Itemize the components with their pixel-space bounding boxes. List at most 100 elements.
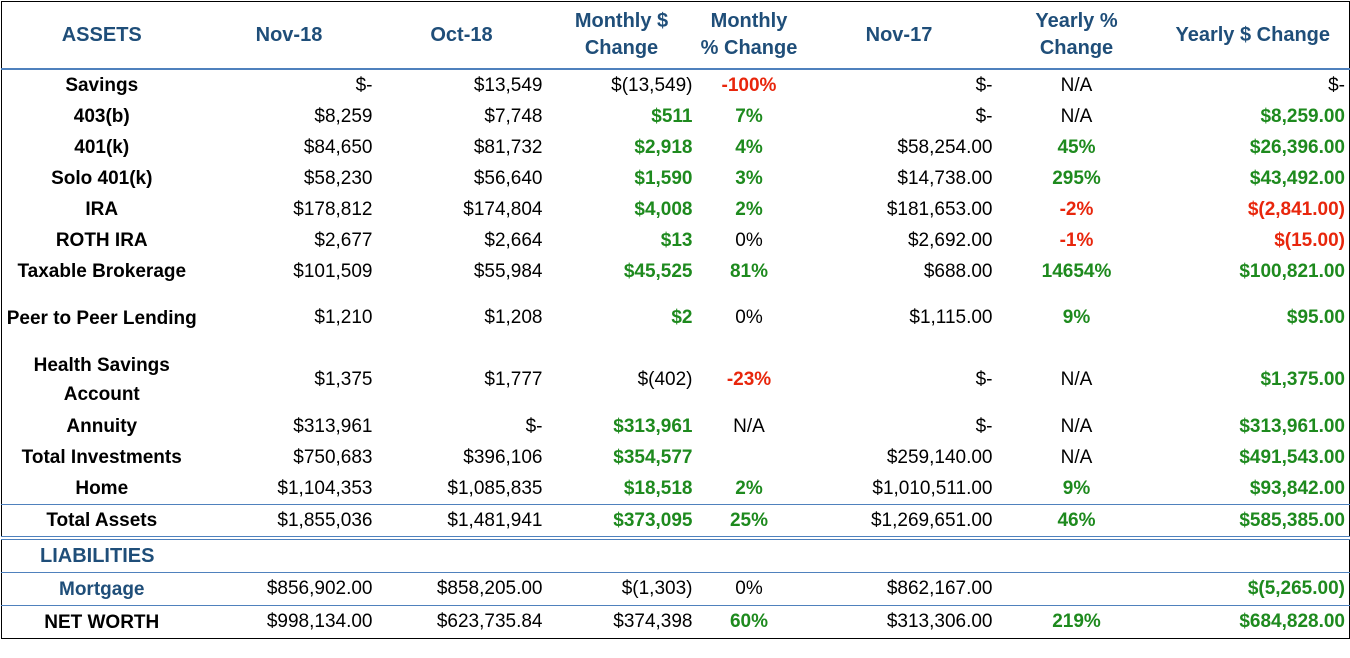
column-header: Oct-18 (376, 1, 547, 70)
table-row: IRA $178,812 $174,804 $4,008 2% $181,653.00 -2… (2, 194, 1350, 225)
cell-value: $81,732 (473, 136, 543, 158)
row-label: NET WORTH (1, 605, 202, 639)
cell-value: $101,509 (293, 260, 373, 282)
cell-value: $396,106 (463, 446, 543, 468)
cell-value: $354,577 (613, 446, 693, 468)
table-body: ASSETS Nov-18 Oct-18 Monthly $ Change Monthl… (1, 1, 1350, 639)
cell-value: $- (975, 369, 993, 390)
cell-value: 9% (1062, 477, 1091, 499)
cell-value: $373,095 (546, 504, 697, 540)
cell-value: $55,984 (473, 260, 543, 282)
cell-value: $174,804 (463, 198, 543, 220)
cell-value: $93,842.00 (1249, 477, 1345, 499)
cell-value: $1,855,036 (201, 504, 377, 540)
row-label: Savings (65, 75, 139, 96)
row-label: Health Savings Account (33, 355, 170, 405)
table-row: Savings $- $13,549 $(13,549) -100% $- N/A $- (2, 69, 1350, 101)
row-label: 403(b) (73, 106, 130, 127)
cell-value: N/A (1060, 415, 1093, 437)
table-row: Total Investments $750,683 $396,106 $354,57… (2, 442, 1350, 473)
cell-value: $(402) (637, 369, 693, 390)
row-label: Home (75, 478, 129, 499)
cell-value: $1,208 (484, 307, 543, 328)
cell-value: $(15.00) (1274, 229, 1345, 251)
column-header: Monthly $ Change (546, 1, 697, 70)
cell-value: $1,375 (314, 369, 373, 390)
cell-value: 3% (735, 167, 763, 189)
cell-value: $2,677 (314, 229, 373, 251)
cell-value: $688.00 (923, 260, 993, 282)
table-row: Health Savings Account $1,375 $1,777 $(402)… (2, 349, 1350, 411)
column-header: Nov-18 (201, 1, 377, 70)
row-label: Total Assets (1, 504, 202, 540)
finance-table: ASSETS Nov-18 Oct-18 Monthly $ Change Monthl… (1, 1, 1350, 639)
cell-value: 9% (1062, 307, 1091, 328)
cell-value: $1,010,511.00 (872, 477, 993, 499)
cell-value: $84,650 (303, 136, 373, 158)
cell-value: $856,902.00 (201, 572, 377, 606)
cell-value: 0% (735, 307, 763, 328)
cell-value: $8,259 (314, 105, 373, 127)
cell-value: $1,375.00 (1260, 369, 1345, 390)
cell-value: $511 (651, 105, 693, 127)
cell-value: $623,735.84 (376, 605, 547, 639)
cell-value: $1,269,651.00 (801, 504, 997, 540)
cell-value: 4% (735, 136, 763, 158)
cell-value: $56,640 (473, 167, 543, 189)
cell-value: $2,918 (634, 136, 693, 158)
cell-value: $43,492.00 (1249, 167, 1345, 189)
cell-value: $259,140.00 (886, 446, 993, 468)
cell-value: 60% (696, 605, 802, 639)
table-row: 401(k) $84,650 $81,732 $2,918 4% $58,254.00 45… (2, 132, 1350, 163)
cell-value: $13,549 (473, 74, 543, 96)
cell-value: $374,398 (546, 605, 697, 639)
cell-value: $2,664 (484, 229, 543, 251)
cell-value: $1,210 (314, 307, 373, 328)
cell-value: 2% (735, 477, 763, 499)
row-label: Annuity (66, 416, 138, 437)
cell-value: $(13,549) (611, 74, 693, 96)
cell-value: 295% (1052, 167, 1101, 189)
cell-value: $858,205.00 (376, 572, 547, 606)
cell-value: $- (355, 74, 373, 96)
column-header: Yearly $ Change (1156, 1, 1350, 70)
cell-value: $14,738.00 (897, 167, 993, 189)
cell-value: $750,683 (293, 446, 373, 468)
cell-value: $- (975, 415, 993, 437)
cell-value: $2 (671, 307, 693, 328)
cell-value: -1% (1059, 229, 1094, 251)
cell-value: $(5,265.00) (1156, 572, 1350, 606)
cell-value: $313,961 (293, 415, 373, 437)
cell-value: 0% (696, 572, 802, 606)
cell-value: $181,653.00 (886, 198, 993, 220)
cell-value: $1,115.00 (909, 307, 993, 328)
column-header: Nov-17 (801, 1, 997, 70)
cell-value: $1,085,835 (447, 477, 543, 499)
cell-value: -100% (721, 74, 777, 96)
cell-value: N/A (1060, 74, 1093, 96)
cell-value: $313,961 (613, 415, 693, 437)
table-row: Home $1,104,353 $1,085,835 $18,518 2% $1,010,… (2, 473, 1350, 505)
cell-value: $(2,841.00) (1247, 198, 1345, 220)
row-label: IRA (85, 199, 119, 220)
cell-value (697, 442, 802, 473)
cell-value: $26,396.00 (1249, 136, 1345, 158)
row-label: Mortgage (1, 572, 202, 606)
column-header: Yearly % Change (996, 1, 1157, 70)
table-row: Mortgage $856,902.00 $858,205.00 $(1,303) 0%… (1, 572, 1350, 606)
cell-value: $- (975, 105, 993, 127)
cell-value: $178,812 (293, 198, 373, 220)
cell-value: N/A (1060, 105, 1093, 127)
cell-value: $1,590 (634, 167, 693, 189)
cell-value: $100,821.00 (1239, 260, 1345, 282)
table-row: ROTH IRA $2,677 $2,664 $13 0% $2,692.00 -1% $(1… (2, 225, 1350, 256)
column-header: ASSETS (1, 1, 202, 70)
cell-value: $585,385.00 (1156, 504, 1350, 540)
cell-value: 45% (1057, 136, 1096, 158)
cell-value: $45,525 (623, 260, 693, 282)
cell-value: -2% (1059, 198, 1094, 220)
cell-value: 46% (996, 504, 1157, 540)
table-row: Total Assets $1,855,036 $1,481,941 $373,095… (1, 504, 1350, 540)
cell-value: $1,481,941 (376, 504, 547, 540)
